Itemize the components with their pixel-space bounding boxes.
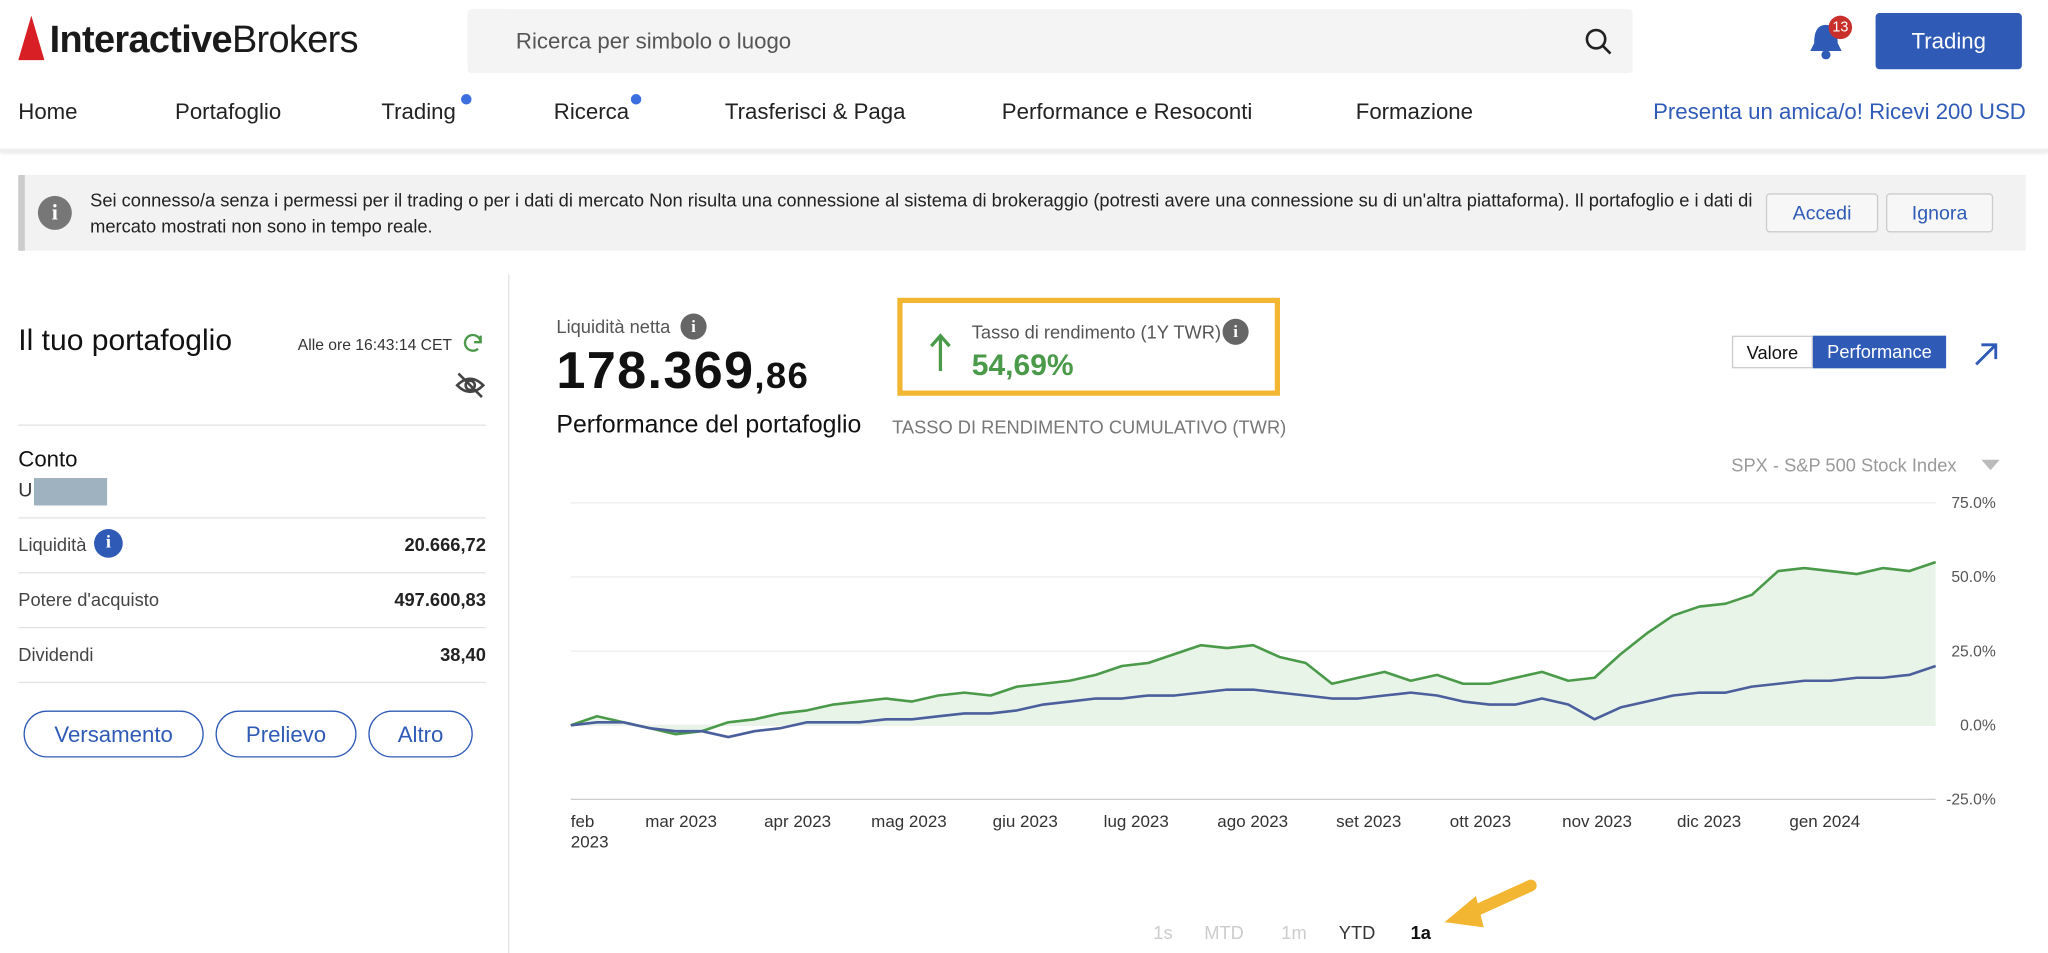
search-box[interactable]: Ricerca per simbolo o luogo: [467, 9, 1633, 74]
range-button[interactable]: 1a: [1410, 922, 1431, 944]
row-value: 38,40: [440, 643, 486, 665]
info-icon[interactable]: i: [94, 528, 123, 558]
expand-icon[interactable]: [1972, 340, 2001, 369]
twr-value: 54,69%: [971, 347, 1074, 382]
row-label: Liquidità: [18, 534, 87, 556]
portfolio-button[interactable]: Altro: [368, 710, 473, 758]
line: [570, 664, 1937, 739]
x-tick-label: dic 2023: [1677, 811, 1742, 831]
row-label: Potere d'acquisto: [18, 589, 160, 610]
info-icon[interactable]: i: [1222, 318, 1249, 345]
refresh-icon[interactable]: [461, 332, 485, 356]
x-tick-label: set 2023: [1336, 811, 1402, 831]
nav-item[interactable]: Trading: [381, 99, 456, 125]
net-liq-int: 178.369: [556, 342, 755, 400]
timestamp: Alle ore 16:43:14 CET: [297, 335, 453, 354]
logo-light: Brokers: [231, 19, 359, 62]
range-button[interactable]: MTD: [1204, 922, 1244, 944]
panel-divider: [508, 274, 510, 953]
notification-badge: 13: [1828, 15, 1853, 40]
info-icon[interactable]: i: [680, 313, 707, 340]
separator: [18, 517, 486, 519]
range-button[interactable]: 1s: [1153, 922, 1173, 944]
notice-banner: i Sei connesso/a senza i permessi per il…: [18, 175, 2026, 251]
row-value: 20.666,72: [404, 534, 486, 556]
ignore-button[interactable]: Ignora: [1886, 193, 1994, 233]
y-tick-label: -25.0%: [1946, 792, 1996, 809]
twr-label: Tasso di rendimento (1Y TWR): [971, 321, 1222, 343]
login-button[interactable]: Accedi: [1765, 193, 1879, 233]
range-button[interactable]: 1m: [1281, 922, 1307, 944]
x-tick-label: lug 2023: [1103, 811, 1169, 831]
new-indicator: [630, 94, 642, 105]
new-indicator: [461, 94, 472, 105]
redaction: [33, 478, 108, 506]
portfolio-button[interactable]: Versamento: [23, 710, 204, 758]
nav-item[interactable]: Formazione: [1355, 99, 1473, 125]
portfolio-button[interactable]: Prelievo: [215, 710, 357, 758]
logo[interactable]: InteractiveBrokers: [18, 15, 359, 63]
net-liq-value: 178.369,86: [556, 342, 809, 401]
chart-title: Performance del portafoglio: [556, 411, 862, 439]
x-tick-label: mar 2023: [645, 811, 717, 831]
info-icon: i: [37, 195, 72, 230]
range-button[interactable]: YTD: [1338, 922, 1376, 944]
x-tick-label: apr 2023: [764, 811, 832, 831]
nav-item[interactable]: Home: [18, 99, 78, 125]
x-tick-label: giu 2023: [992, 811, 1058, 831]
dropdown-caret: [1981, 459, 2000, 471]
value-toggle[interactable]: Valore: [1731, 335, 1813, 369]
x-tick-label: ott 2023: [1449, 811, 1512, 831]
search-icon: [1585, 28, 1612, 55]
hide-icon[interactable]: [455, 371, 486, 400]
separator: [18, 681, 486, 684]
referral-link[interactable]: Presenta un amica/o! Ricevi 200 USD: [1653, 99, 2026, 125]
separator: [18, 572, 486, 574]
separator: [18, 626, 486, 629]
separator: [18, 424, 486, 426]
trading-button[interactable]: Trading: [1875, 13, 2022, 70]
nav-item[interactable]: Trasferisci & Paga: [724, 99, 906, 125]
twr-highlight: [897, 297, 1280, 396]
account-label: Conto: [18, 446, 78, 472]
row-value: 497.600,83: [394, 589, 486, 610]
line: [570, 560, 1937, 736]
header-separator: [0, 148, 2048, 152]
notice-text: Sei connesso/a senza i permessi per il t…: [90, 189, 1753, 237]
nav-item[interactable]: Performance e Resoconti: [1001, 99, 1253, 125]
up-arrow: [930, 333, 951, 371]
chart-subtitle: TASSO DI RENDIMENTO CUMULATIVO (TWR): [892, 416, 1287, 438]
row-label: Dividendi: [18, 643, 94, 665]
y-tick-label: 75.0%: [1951, 495, 1995, 512]
x-tick-label: ago 2023: [1217, 811, 1289, 831]
x-tick-label: gen 2024: [1789, 811, 1861, 831]
nav-item[interactable]: Ricerca: [553, 99, 630, 125]
portfolio-title: Il tuo portafoglio: [18, 322, 233, 357]
search-placeholder: Ricerca per simbolo o luogo: [515, 28, 792, 54]
y-tick-label: 50.0%: [1951, 569, 1995, 586]
annotation-arrow: [1444, 879, 1537, 928]
y-tick-label: 25.0%: [1951, 643, 1995, 660]
x-tick-label: feb 2023: [570, 811, 609, 852]
benchmark-select[interactable]: SPX - S&P 500 Stock Index: [1731, 454, 1957, 476]
logo-bold: Interactive: [49, 19, 233, 62]
performance-toggle[interactable]: Performance: [1812, 335, 1947, 369]
area: [570, 562, 1936, 735]
net-liq-dec: ,86: [754, 355, 810, 396]
x-tick-label: mag 2023: [871, 811, 947, 831]
nav-item[interactable]: Portafoglio: [175, 99, 282, 125]
net-liq-label: Liquidità netta: [556, 316, 671, 337]
x-tick-label: nov 2023: [1562, 811, 1632, 831]
account-id: U: [18, 479, 33, 502]
y-tick-label: 0.0%: [1960, 717, 1996, 734]
